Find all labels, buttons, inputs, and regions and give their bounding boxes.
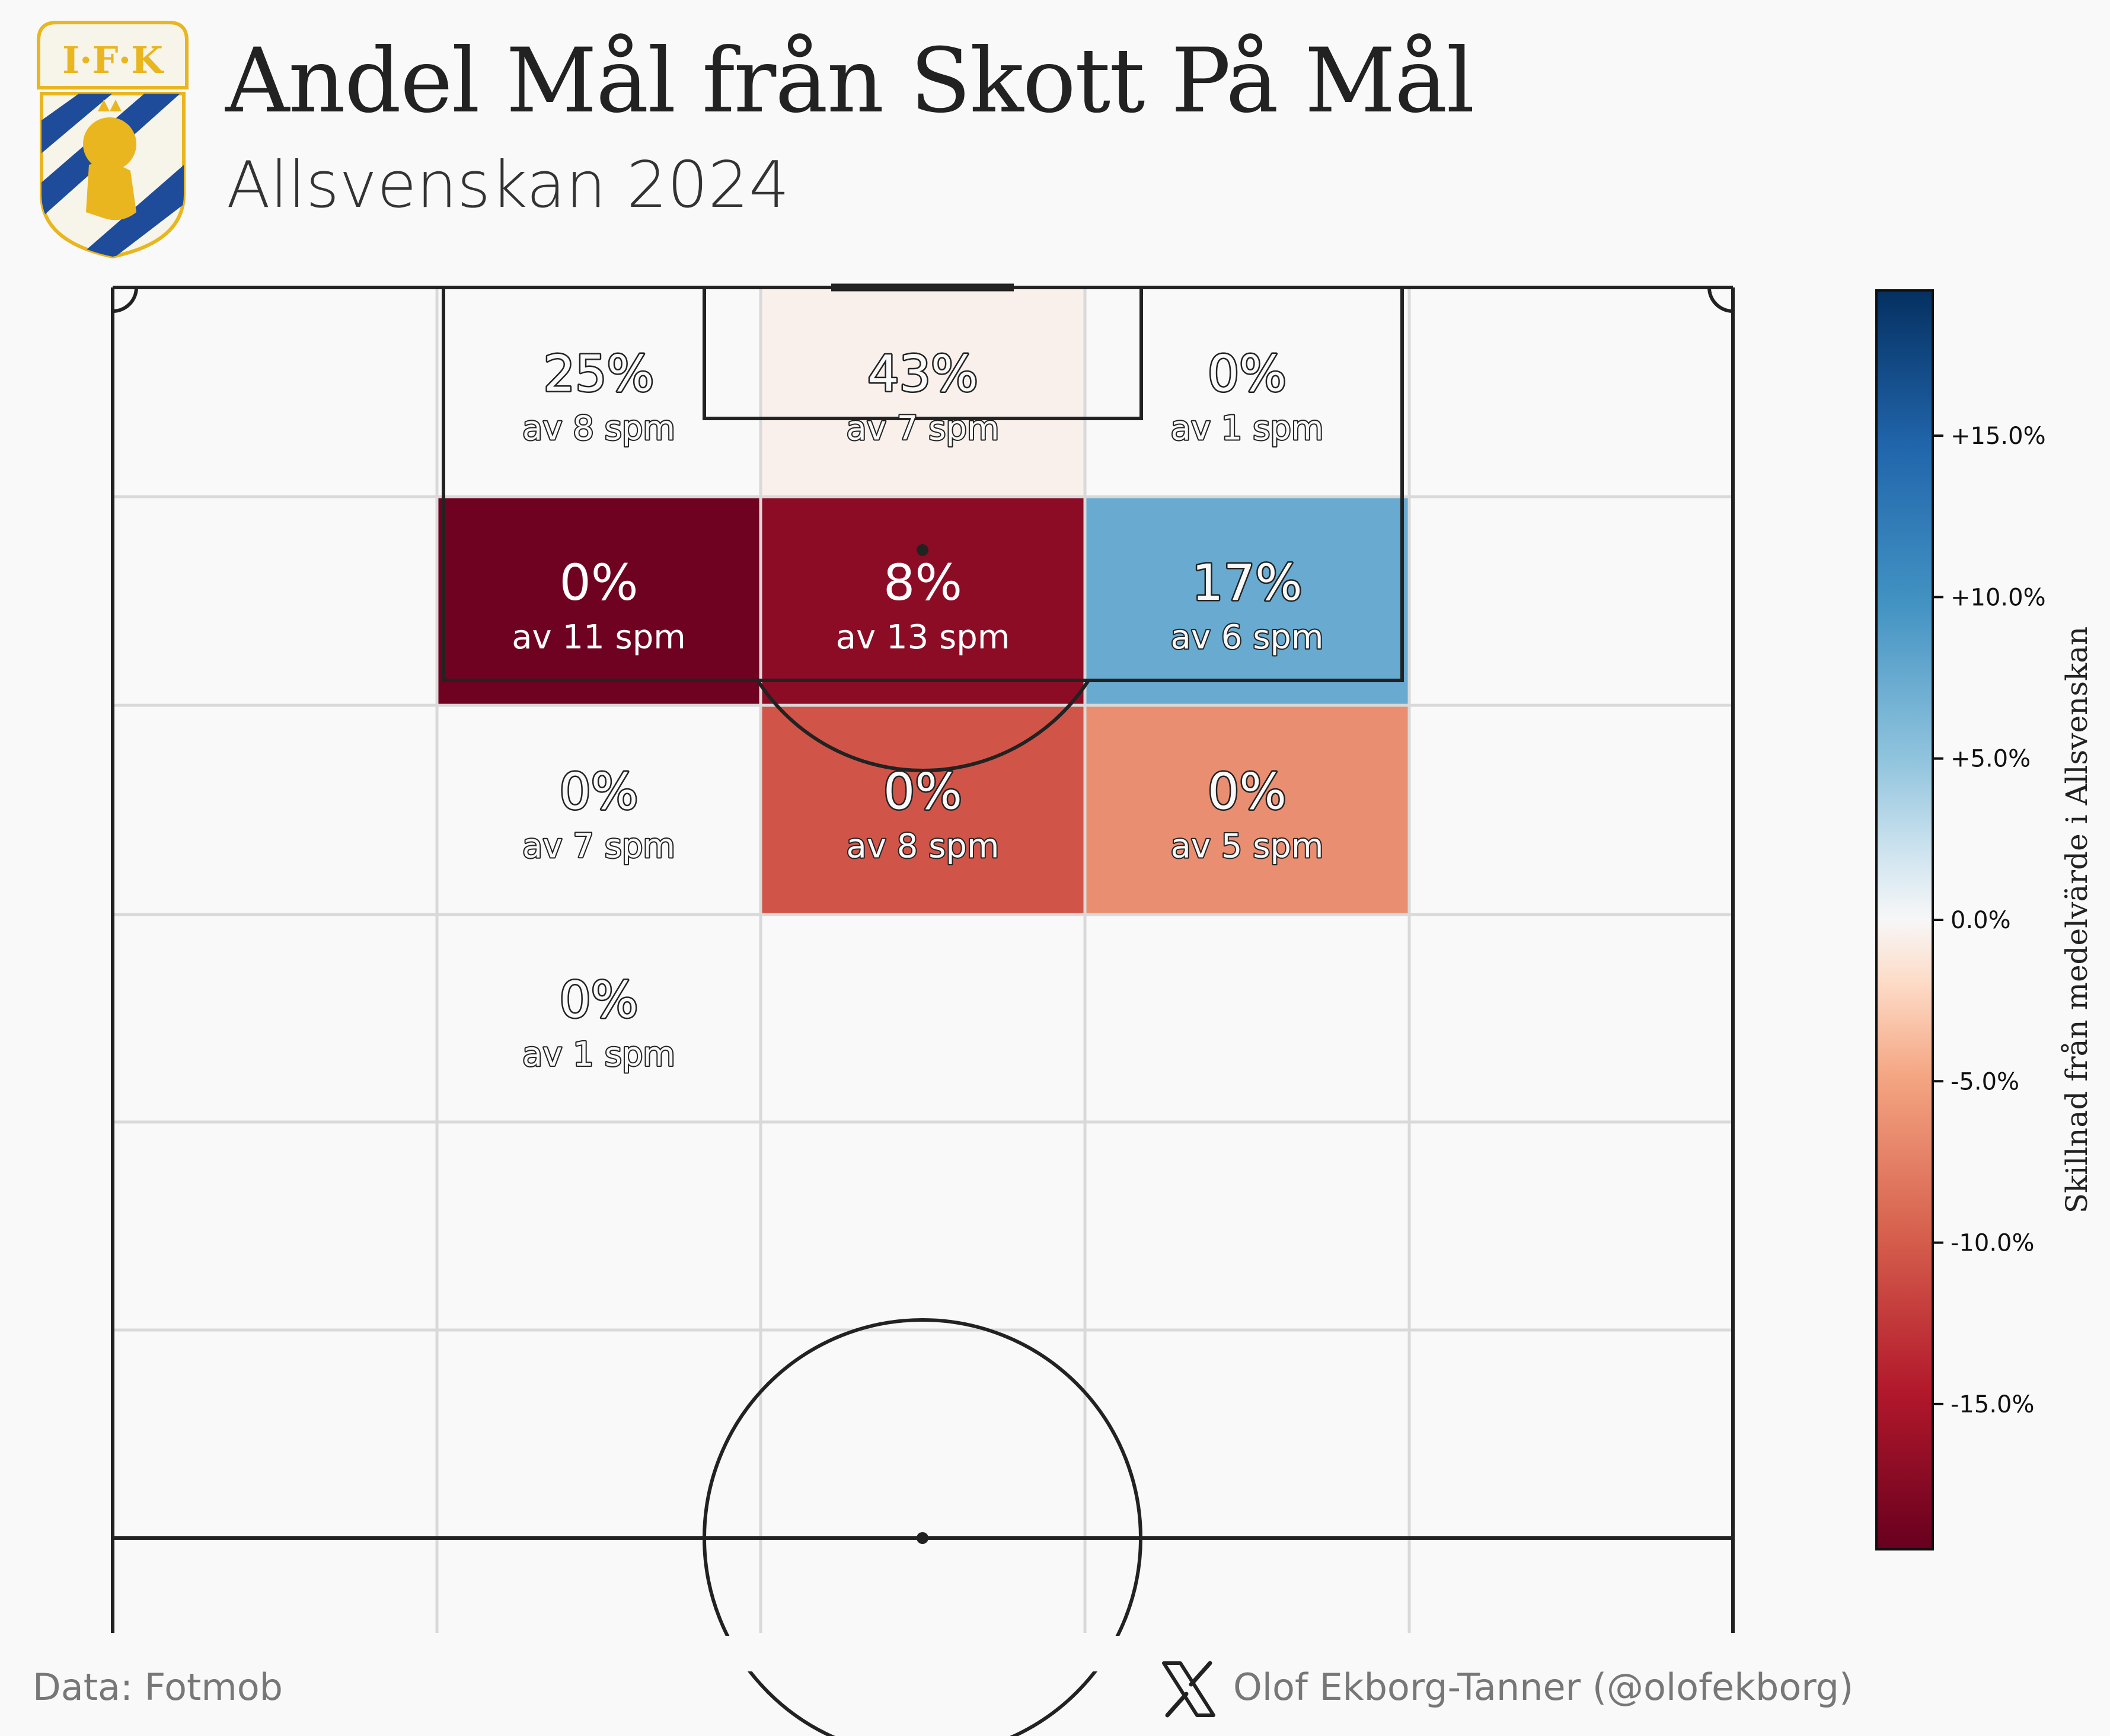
cell-percentage: 0% [1208,763,1287,821]
heatmap-cells [437,287,1409,915]
heatmap-cell [761,497,1085,705]
pitch-bottom-mask [101,1636,1749,1671]
club-crest-logo: I·F·K [37,21,189,259]
colorbar-tick-label: -5.0% [1951,1068,2019,1095]
penalty-spot [917,544,928,556]
colorbar-ticks: +15.0% +10.0% +5.0% 0.0% -5.0% -10.0% -15.0% [1933,423,2046,1418]
colorbar-tick-label: 0.0% [1951,907,2011,934]
center-spot [917,1532,928,1544]
author-credit: Olof Ekborg-Tanner (@olofekborg) [1233,1665,1854,1709]
colorbar-tick-label: -10.0% [1951,1230,2035,1257]
colorbar-tick-label: -15.0% [1951,1391,2035,1418]
heatmap-cell [1085,705,1409,915]
pitch-markings [111,283,1735,1736]
cell-shot-count: av 8 spm [522,410,675,448]
logo-text: I·F·K [62,39,164,82]
heatmap-cell [1085,497,1409,705]
heatmap-cell [761,287,1085,497]
cell-percentage: 43% [867,345,978,403]
cell-shot-count: av 5 spm [1171,827,1324,866]
chart-title: Andel Mål från Skott På Mål [225,30,1474,133]
cell-percentage: 0% [559,971,638,1029]
colorbar-tick-label: +15.0% [1951,423,2046,450]
cell-shot-count: av 7 spm [522,827,675,866]
cell-shot-count: av 8 spm [847,827,1000,866]
cell-percentage: 0% [559,554,638,612]
cell-shot-count: av 6 spm [1171,618,1324,657]
cell-shot-count: av 7 spm [847,410,1000,448]
cell-percentage: 0% [559,763,638,821]
colorbar-tick-label: +10.0% [1951,584,2046,611]
grid-lines [113,286,1733,1633]
data-source: Data: Fotmob [33,1665,283,1709]
cell-shot-count: av 1 spm [522,1035,675,1074]
cell-shot-count: av 13 spm [836,618,1010,657]
colorbar-label: Skillnad från medelvärde i Allsvenskan [2060,626,2094,1213]
cell-shot-count: av 11 spm [512,618,686,657]
cell-percentage: 25% [544,345,655,403]
colorbar-tick-label: +5.0% [1951,746,2031,773]
cell-percentage: 17% [1192,554,1303,612]
cell-labels: 25% av 8 spm 43% av 7 spm 0% av 1 spm 0% av 11 … [512,343,1324,1075]
cell-percentage: 0% [1208,345,1287,403]
cell-percentage: 8% [883,554,962,612]
chart-subtitle: Allsvenskan 2024 [226,148,790,222]
heatmap-cell [437,497,761,705]
x-logo-icon [1162,1661,1215,1718]
cell-percentage: 0% [883,763,962,821]
cell-shot-count: av 1 spm [1171,410,1324,448]
colorbar [1875,289,1934,1550]
